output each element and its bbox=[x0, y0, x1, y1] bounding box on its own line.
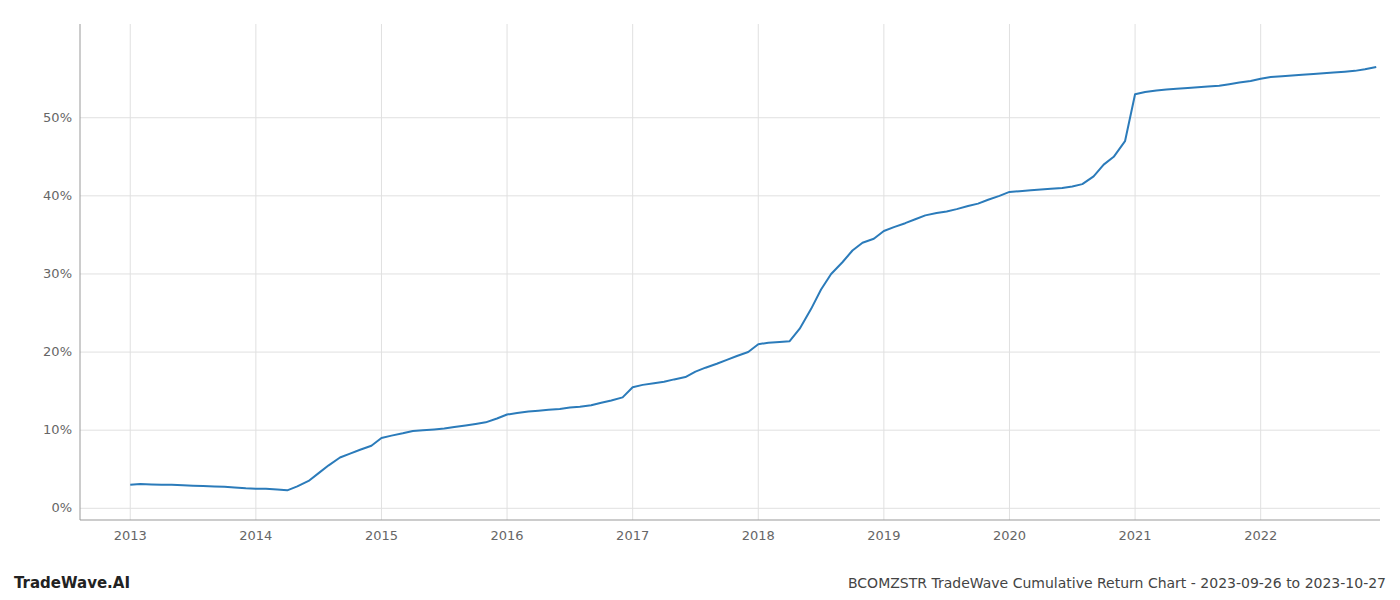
y-axis-line bbox=[80, 24, 81, 520]
y-grid-line bbox=[80, 508, 1380, 509]
x-tick-label: 2020 bbox=[993, 528, 1026, 543]
x-tick-label: 2018 bbox=[742, 528, 775, 543]
x-grid-line bbox=[381, 24, 382, 520]
y-grid-line bbox=[80, 352, 1380, 353]
x-grid-line bbox=[255, 24, 256, 520]
y-tick-label: 30% bbox=[43, 266, 72, 281]
y-tick-label: 0% bbox=[51, 500, 72, 515]
x-axis-line bbox=[80, 520, 1380, 521]
x-grid-line bbox=[1009, 24, 1010, 520]
x-tick-label: 2017 bbox=[616, 528, 649, 543]
x-tick-label: 2015 bbox=[365, 528, 398, 543]
y-tick-label: 10% bbox=[43, 422, 72, 437]
grid bbox=[80, 24, 1380, 520]
title: BCOMZSTR TradeWave Cumulative Return Cha… bbox=[848, 575, 1386, 591]
x-tick-label: 2022 bbox=[1244, 528, 1277, 543]
x-tick-label: 2014 bbox=[239, 528, 272, 543]
x-tick-label: 2021 bbox=[1119, 528, 1152, 543]
y-grid-line bbox=[80, 273, 1380, 274]
x-grid-line bbox=[883, 24, 884, 520]
x-tick-label: 2013 bbox=[114, 528, 147, 543]
x-tick-label: 2016 bbox=[491, 528, 524, 543]
line bbox=[130, 67, 1376, 490]
x-grid-line bbox=[507, 24, 508, 520]
watermark: TradeWave.AI bbox=[14, 574, 130, 592]
x-grid-line bbox=[130, 24, 131, 520]
x-grid-line bbox=[758, 24, 759, 520]
chart: 0% 10% 20% 30% 40% 50% 2013 2014 2015 2016 2017 201… bbox=[0, 0, 1400, 600]
y-grid-line bbox=[80, 430, 1380, 431]
axes: 0% 10% 20% 30% 40% 50% 2013 2014 2015 2016 2017 201… bbox=[43, 24, 1380, 543]
y-tick-label: 20% bbox=[43, 344, 72, 359]
y-grid-line bbox=[80, 117, 1380, 118]
y-tick-label: 40% bbox=[43, 188, 72, 203]
y-tick-label: 50% bbox=[43, 110, 72, 125]
x-grid-line bbox=[1260, 24, 1261, 520]
plot-area bbox=[130, 67, 1376, 490]
x-grid-line bbox=[632, 24, 633, 520]
y-grid-line bbox=[80, 195, 1380, 196]
x-tick-label: 2019 bbox=[867, 528, 900, 543]
